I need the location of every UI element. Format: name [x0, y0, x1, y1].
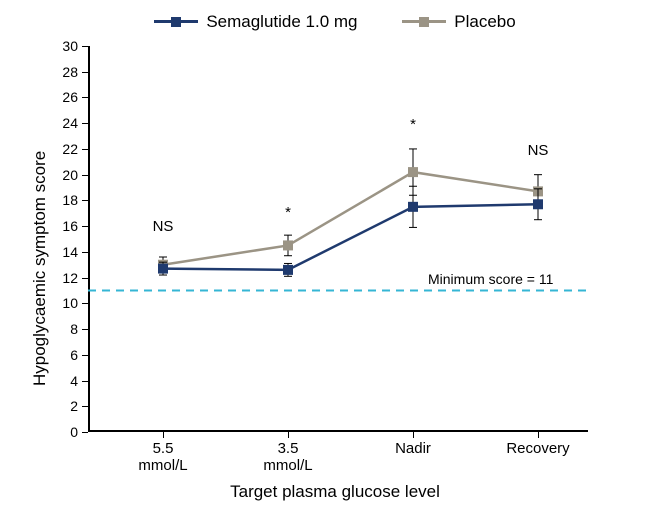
- y-tick: [82, 149, 88, 150]
- y-tick-label: 14: [48, 244, 78, 260]
- y-tick: [82, 46, 88, 47]
- y-tick-label: 16: [48, 218, 78, 234]
- annotation: NS: [528, 142, 549, 159]
- legend-item-semaglutide: Semaglutide 1.0 mg: [154, 12, 357, 32]
- y-tick-label: 6: [48, 347, 78, 363]
- chart-container: Semaglutide 1.0 mg Placebo 0246810121416…: [0, 0, 670, 514]
- x-tick-label: Nadir: [395, 440, 431, 457]
- legend: Semaglutide 1.0 mg Placebo: [0, 8, 670, 32]
- y-tick: [82, 252, 88, 253]
- series-marker: [283, 265, 293, 275]
- y-tick-label: 30: [48, 38, 78, 54]
- series-marker: [408, 202, 418, 212]
- x-tick-label: Recovery: [506, 440, 569, 457]
- x-tick-label: 3.5 mmol/L: [263, 440, 312, 475]
- series-line: [163, 172, 538, 265]
- legend-label-placebo: Placebo: [454, 12, 515, 32]
- y-tick-label: 26: [48, 89, 78, 105]
- y-tick: [82, 432, 88, 433]
- series-marker: [158, 264, 168, 274]
- plot-area: 0246810121416182022242628305.5 mmol/L3.5…: [88, 46, 588, 432]
- x-tick: [538, 432, 539, 438]
- series-marker: [408, 167, 418, 177]
- y-tick: [82, 200, 88, 201]
- y-tick-label: 10: [48, 295, 78, 311]
- y-tick-label: 22: [48, 141, 78, 157]
- y-tick: [82, 329, 88, 330]
- reference-line-label: Minimum score = 11: [428, 271, 553, 287]
- annotation: *: [285, 204, 291, 221]
- y-tick-label: 4: [48, 373, 78, 389]
- y-tick: [82, 303, 88, 304]
- y-tick: [82, 175, 88, 176]
- x-axis-title: Target plasma glucose level: [0, 482, 670, 502]
- y-tick: [82, 406, 88, 407]
- series-line: [163, 204, 538, 270]
- y-tick-label: 20: [48, 167, 78, 183]
- legend-swatch-placebo: [402, 20, 446, 23]
- y-axis-title: Hypoglycaemic symptom score: [30, 150, 50, 385]
- annotation: *: [410, 116, 416, 133]
- y-tick-label: 2: [48, 398, 78, 414]
- y-tick-label: 24: [48, 115, 78, 131]
- y-tick: [82, 226, 88, 227]
- y-tick-label: 12: [48, 270, 78, 286]
- y-tick: [82, 278, 88, 279]
- legend-swatch-semaglutide: [154, 20, 198, 23]
- legend-item-placebo: Placebo: [402, 12, 515, 32]
- annotation: NS: [153, 218, 174, 235]
- y-tick: [82, 123, 88, 124]
- y-tick-label: 18: [48, 192, 78, 208]
- y-tick-label: 8: [48, 321, 78, 337]
- series-marker: [283, 240, 293, 250]
- x-tick: [288, 432, 289, 438]
- y-tick-label: 0: [48, 424, 78, 440]
- y-tick: [82, 355, 88, 356]
- x-tick: [163, 432, 164, 438]
- y-tick: [82, 381, 88, 382]
- y-tick-label: 28: [48, 64, 78, 80]
- x-tick-label: 5.5 mmol/L: [138, 440, 187, 475]
- series-marker: [533, 199, 543, 209]
- legend-label-semaglutide: Semaglutide 1.0 mg: [206, 12, 357, 32]
- plot-svg: [88, 46, 588, 432]
- y-tick: [82, 97, 88, 98]
- y-tick: [82, 72, 88, 73]
- x-tick: [413, 432, 414, 438]
